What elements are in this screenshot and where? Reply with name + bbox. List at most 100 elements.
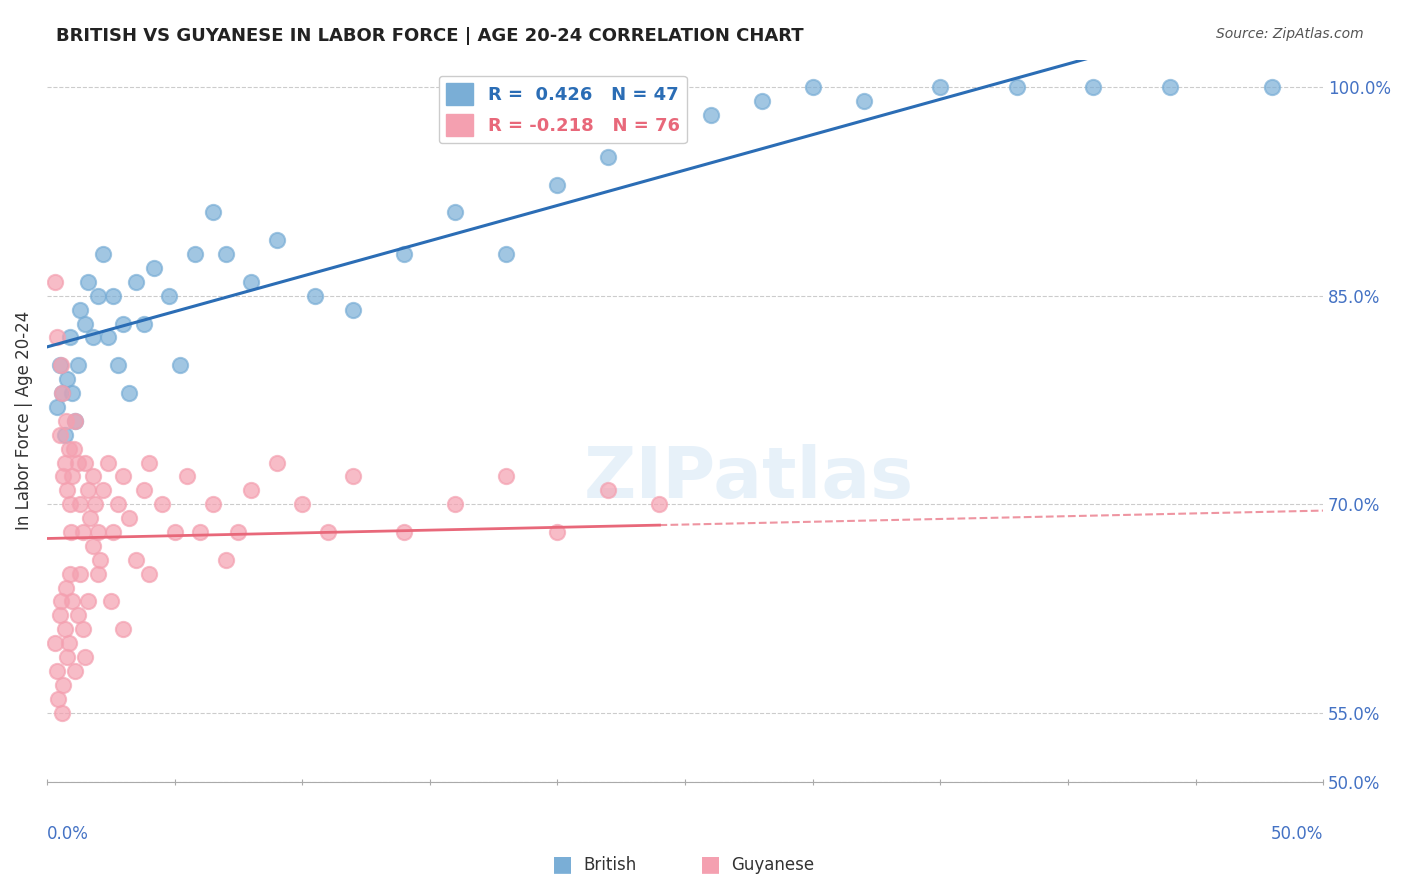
Point <box>188 524 211 539</box>
Point <box>97 330 120 344</box>
Point <box>184 247 207 261</box>
Point <box>444 205 467 219</box>
Point <box>59 497 82 511</box>
Point <box>240 483 263 498</box>
Point <box>228 524 250 539</box>
Point <box>66 359 89 373</box>
Point <box>1261 80 1284 95</box>
Point <box>59 330 82 344</box>
Point <box>132 483 155 498</box>
Point <box>75 456 97 470</box>
Point <box>201 497 224 511</box>
Point <box>46 400 69 414</box>
Point <box>751 95 773 109</box>
Point <box>82 330 104 344</box>
Point <box>495 247 517 261</box>
Y-axis label: In Labor Force | Age 20-24: In Labor Force | Age 20-24 <box>15 311 32 531</box>
Text: ■: ■ <box>553 855 572 874</box>
Point <box>58 636 80 650</box>
Point <box>546 524 568 539</box>
Text: Source: ZipAtlas.com: Source: ZipAtlas.com <box>1216 27 1364 41</box>
Point <box>91 247 114 261</box>
Text: ■: ■ <box>700 855 720 874</box>
Text: Guyanese: Guyanese <box>731 856 814 874</box>
Point <box>97 456 120 470</box>
Point <box>53 456 76 470</box>
Point <box>143 260 166 275</box>
Point <box>103 289 125 303</box>
Point <box>51 386 73 401</box>
Point <box>76 594 98 608</box>
Point <box>72 622 94 636</box>
Point <box>176 803 198 817</box>
Point <box>53 427 76 442</box>
Point <box>112 622 135 636</box>
Point <box>342 302 364 317</box>
Point <box>266 456 288 470</box>
Point <box>51 386 73 401</box>
Point <box>1159 80 1181 95</box>
Point <box>150 497 173 511</box>
Point <box>201 205 224 219</box>
Point <box>79 511 101 525</box>
Point <box>87 566 110 581</box>
Point <box>76 483 98 498</box>
Point <box>801 80 824 95</box>
Point <box>342 469 364 483</box>
Point <box>132 317 155 331</box>
Point <box>46 664 69 678</box>
Point <box>55 414 77 428</box>
Point <box>59 566 82 581</box>
Point <box>48 691 70 706</box>
Point <box>648 122 671 136</box>
Legend: R =  0.426   N = 47, R = -0.218   N = 76: R = 0.426 N = 47, R = -0.218 N = 76 <box>439 76 686 144</box>
Point <box>138 456 160 470</box>
Point <box>46 330 69 344</box>
Point <box>117 511 139 525</box>
Point <box>69 497 91 511</box>
Point <box>63 664 86 678</box>
Point <box>48 427 70 442</box>
Point <box>100 594 122 608</box>
Point <box>125 275 148 289</box>
Point <box>44 636 66 650</box>
Point <box>316 524 339 539</box>
Point <box>69 566 91 581</box>
Point <box>495 469 517 483</box>
Point <box>62 442 84 456</box>
Text: British: British <box>583 856 637 874</box>
Point <box>69 302 91 317</box>
Point <box>214 553 236 567</box>
Text: ZIPatlas: ZIPatlas <box>583 444 914 513</box>
Point <box>91 483 114 498</box>
Point <box>72 524 94 539</box>
Point <box>49 594 72 608</box>
Point <box>394 524 416 539</box>
Point <box>138 566 160 581</box>
Point <box>169 359 191 373</box>
Point <box>1083 80 1105 95</box>
Point <box>75 650 97 665</box>
Point <box>82 539 104 553</box>
Text: BRITISH VS GUYANESE IN LABOR FORCE | AGE 20-24 CORRELATION CHART: BRITISH VS GUYANESE IN LABOR FORCE | AGE… <box>56 27 804 45</box>
Point <box>87 289 110 303</box>
Point <box>60 524 83 539</box>
Point <box>546 178 568 192</box>
Point <box>107 497 129 511</box>
Point <box>82 469 104 483</box>
Point <box>55 581 77 595</box>
Point <box>89 553 111 567</box>
Point <box>117 386 139 401</box>
Point <box>53 622 76 636</box>
Text: 0.0%: 0.0% <box>46 825 89 844</box>
Point <box>62 386 84 401</box>
Point <box>1005 80 1028 95</box>
Point <box>266 233 288 247</box>
Point <box>76 275 98 289</box>
Text: 50.0%: 50.0% <box>1271 825 1323 844</box>
Point <box>291 497 314 511</box>
Point <box>63 414 86 428</box>
Point <box>62 594 84 608</box>
Point <box>48 608 70 623</box>
Point <box>240 275 263 289</box>
